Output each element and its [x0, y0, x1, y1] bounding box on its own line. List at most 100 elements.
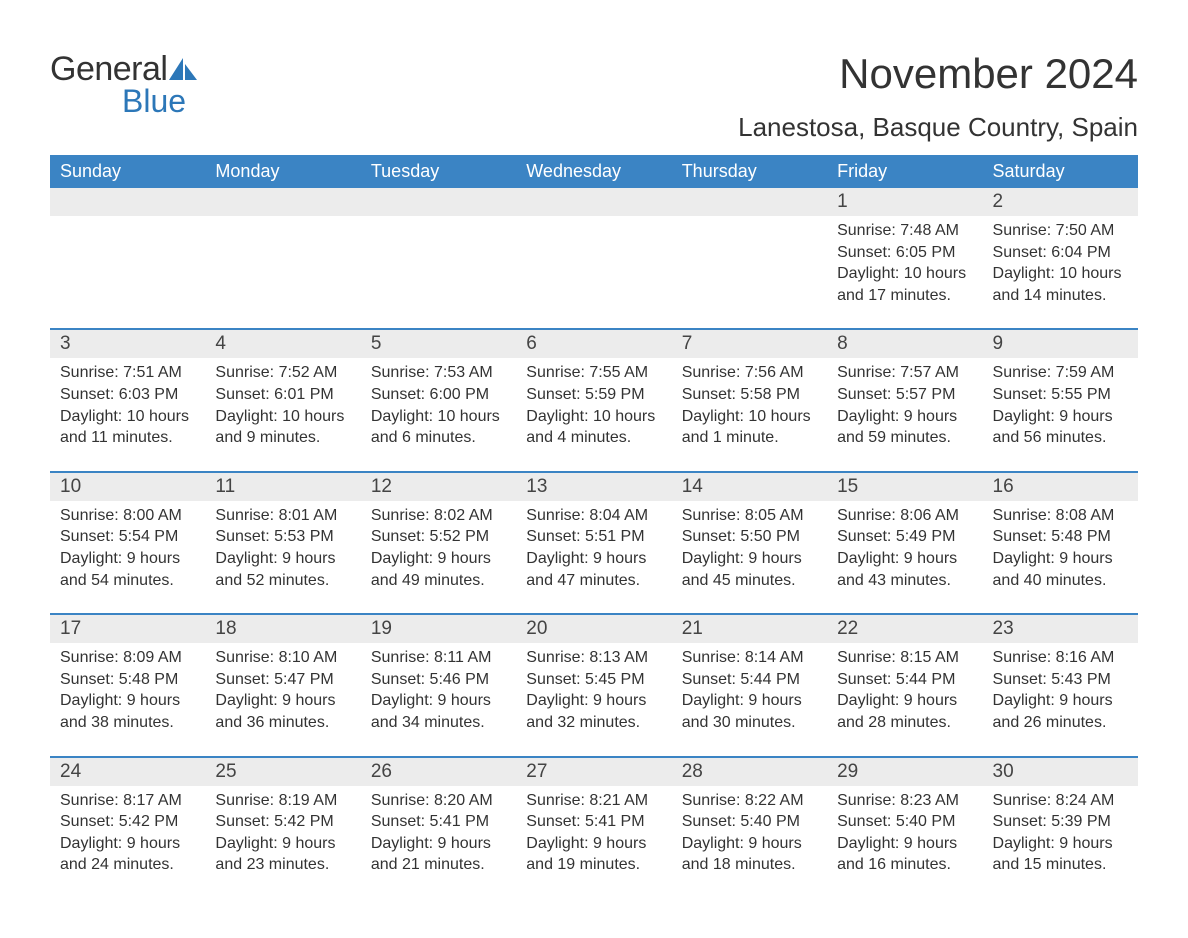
day-cell: Sunrise: 8:06 AMSunset: 5:49 PMDaylight:… [827, 505, 982, 613]
day-cell: Sunrise: 8:16 AMSunset: 5:43 PMDaylight:… [983, 647, 1138, 755]
sunrise-line: Sunrise: 8:22 AM [682, 790, 817, 812]
day-body: Sunrise: 8:01 AMSunset: 5:53 PMDaylight:… [213, 505, 352, 591]
page: General Blue November 2024 Lanestosa, Ba… [0, 0, 1188, 938]
day-body: Sunrise: 8:22 AMSunset: 5:40 PMDaylight:… [680, 790, 819, 876]
day-number-row: 12 [50, 188, 1138, 216]
sunrise-line: Sunrise: 8:20 AM [371, 790, 506, 812]
sunset-line: Sunset: 5:54 PM [60, 526, 195, 548]
daylight-line: Daylight: 10 hours and 11 minutes. [60, 406, 195, 449]
dow-cell: Friday [827, 155, 982, 188]
day-number: 2 [983, 188, 1138, 216]
day-body: Sunrise: 8:00 AMSunset: 5:54 PMDaylight:… [58, 505, 197, 591]
sunrise-line: Sunrise: 8:14 AM [682, 647, 817, 669]
day-cell: Sunrise: 8:11 AMSunset: 5:46 PMDaylight:… [361, 647, 516, 755]
day-cell: Sunrise: 8:04 AMSunset: 5:51 PMDaylight:… [516, 505, 671, 613]
daylight-line: Daylight: 9 hours and 30 minutes. [682, 690, 817, 733]
day-cell: Sunrise: 8:23 AMSunset: 5:40 PMDaylight:… [827, 790, 982, 898]
day-cell: Sunrise: 8:05 AMSunset: 5:50 PMDaylight:… [672, 505, 827, 613]
day-number-row: 24252627282930 [50, 756, 1138, 786]
daylight-line: Daylight: 9 hours and 21 minutes. [371, 833, 506, 876]
day-number: 14 [672, 473, 827, 501]
day-body: Sunrise: 7:59 AMSunset: 5:55 PMDaylight:… [991, 362, 1130, 448]
day-cell: Sunrise: 7:57 AMSunset: 5:57 PMDaylight:… [827, 362, 982, 470]
sunrise-line: Sunrise: 8:04 AM [526, 505, 661, 527]
day-number: 26 [361, 758, 516, 786]
day-number: 28 [672, 758, 827, 786]
sunset-line: Sunset: 5:47 PM [215, 669, 350, 691]
day-body: Sunrise: 8:04 AMSunset: 5:51 PMDaylight:… [524, 505, 663, 591]
sunrise-line: Sunrise: 8:21 AM [526, 790, 661, 812]
sunset-line: Sunset: 5:48 PM [993, 526, 1128, 548]
day-body: Sunrise: 8:02 AMSunset: 5:52 PMDaylight:… [369, 505, 508, 591]
day-number: 24 [50, 758, 205, 786]
day-number: 10 [50, 473, 205, 501]
sunset-line: Sunset: 5:41 PM [526, 811, 661, 833]
week-row: Sunrise: 8:17 AMSunset: 5:42 PMDaylight:… [50, 790, 1138, 898]
sunset-line: Sunset: 5:46 PM [371, 669, 506, 691]
day-number-row: 3456789 [50, 328, 1138, 358]
week-row: Sunrise: 7:51 AMSunset: 6:03 PMDaylight:… [50, 362, 1138, 470]
day-number: 4 [205, 330, 360, 358]
day-cell: Sunrise: 8:09 AMSunset: 5:48 PMDaylight:… [50, 647, 205, 755]
day-number: 1 [827, 188, 982, 216]
sunrise-line: Sunrise: 8:01 AM [215, 505, 350, 527]
daylight-line: Daylight: 10 hours and 17 minutes. [837, 263, 972, 306]
day-body: Sunrise: 8:06 AMSunset: 5:49 PMDaylight:… [835, 505, 974, 591]
day-cell: Sunrise: 8:17 AMSunset: 5:42 PMDaylight:… [50, 790, 205, 898]
sunset-line: Sunset: 5:51 PM [526, 526, 661, 548]
sunset-line: Sunset: 5:43 PM [993, 669, 1128, 691]
sunrise-line: Sunrise: 8:15 AM [837, 647, 972, 669]
sunrise-line: Sunrise: 7:53 AM [371, 362, 506, 384]
day-number: 23 [983, 615, 1138, 643]
sunrise-line: Sunrise: 8:23 AM [837, 790, 972, 812]
empty-day-number [516, 188, 671, 216]
day-cell: Sunrise: 7:56 AMSunset: 5:58 PMDaylight:… [672, 362, 827, 470]
daylight-line: Daylight: 9 hours and 15 minutes. [993, 833, 1128, 876]
sunrise-line: Sunrise: 8:09 AM [60, 647, 195, 669]
day-number: 29 [827, 758, 982, 786]
sunset-line: Sunset: 6:03 PM [60, 384, 195, 406]
day-cell: Sunrise: 8:14 AMSunset: 5:44 PMDaylight:… [672, 647, 827, 755]
sunset-line: Sunset: 5:58 PM [682, 384, 817, 406]
daylight-line: Daylight: 10 hours and 4 minutes. [526, 406, 661, 449]
sunrise-line: Sunrise: 8:10 AM [215, 647, 350, 669]
day-number: 22 [827, 615, 982, 643]
week-row: Sunrise: 8:09 AMSunset: 5:48 PMDaylight:… [50, 647, 1138, 755]
day-number: 12 [361, 473, 516, 501]
day-body: Sunrise: 7:57 AMSunset: 5:57 PMDaylight:… [835, 362, 974, 448]
daylight-line: Daylight: 9 hours and 16 minutes. [837, 833, 972, 876]
sunrise-line: Sunrise: 8:05 AM [682, 505, 817, 527]
empty-day-number [672, 188, 827, 216]
day-number: 5 [361, 330, 516, 358]
day-cell: Sunrise: 7:51 AMSunset: 6:03 PMDaylight:… [50, 362, 205, 470]
day-number: 15 [827, 473, 982, 501]
day-body: Sunrise: 7:50 AMSunset: 6:04 PMDaylight:… [991, 220, 1130, 306]
day-body: Sunrise: 8:17 AMSunset: 5:42 PMDaylight:… [58, 790, 197, 876]
sunrise-line: Sunrise: 8:11 AM [371, 647, 506, 669]
daylight-line: Daylight: 9 hours and 54 minutes. [60, 548, 195, 591]
sunset-line: Sunset: 6:05 PM [837, 242, 972, 264]
sunrise-line: Sunrise: 8:19 AM [215, 790, 350, 812]
dow-cell: Wednesday [516, 155, 671, 188]
day-body: Sunrise: 8:19 AMSunset: 5:42 PMDaylight:… [213, 790, 352, 876]
daylight-line: Daylight: 10 hours and 14 minutes. [993, 263, 1128, 306]
daylight-line: Daylight: 9 hours and 24 minutes. [60, 833, 195, 876]
day-number: 25 [205, 758, 360, 786]
day-number: 8 [827, 330, 982, 358]
day-cell: Sunrise: 8:20 AMSunset: 5:41 PMDaylight:… [361, 790, 516, 898]
sunset-line: Sunset: 5:39 PM [993, 811, 1128, 833]
day-body: Sunrise: 7:51 AMSunset: 6:03 PMDaylight:… [58, 362, 197, 448]
daylight-line: Daylight: 9 hours and 59 minutes. [837, 406, 972, 449]
day-number: 21 [672, 615, 827, 643]
sunset-line: Sunset: 5:52 PM [371, 526, 506, 548]
sunset-line: Sunset: 5:59 PM [526, 384, 661, 406]
day-body: Sunrise: 8:05 AMSunset: 5:50 PMDaylight:… [680, 505, 819, 591]
header: General Blue November 2024 Lanestosa, Ba… [50, 50, 1138, 155]
day-body: Sunrise: 8:13 AMSunset: 5:45 PMDaylight:… [524, 647, 663, 733]
dow-cell: Monday [205, 155, 360, 188]
day-cell: Sunrise: 8:01 AMSunset: 5:53 PMDaylight:… [205, 505, 360, 613]
empty-day-number [50, 188, 205, 216]
day-body: Sunrise: 8:24 AMSunset: 5:39 PMDaylight:… [991, 790, 1130, 876]
day-body: Sunrise: 7:48 AMSunset: 6:05 PMDaylight:… [835, 220, 974, 306]
day-body: Sunrise: 8:20 AMSunset: 5:41 PMDaylight:… [369, 790, 508, 876]
